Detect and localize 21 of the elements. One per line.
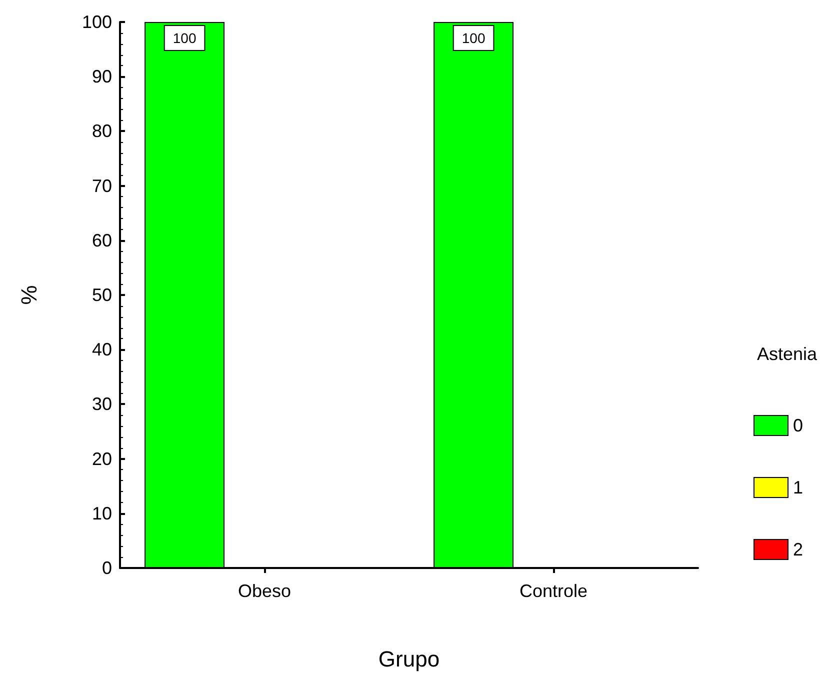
y-tick-label: 60 <box>92 230 112 250</box>
x-tick-label: Obeso <box>238 581 292 601</box>
y-tick-label: 90 <box>92 66 112 87</box>
y-axis-title: % <box>16 285 42 305</box>
y-tick-label: 30 <box>92 394 112 414</box>
y-tick-label: 10 <box>92 503 112 524</box>
data-label: 100 <box>172 30 196 46</box>
x-tick-label: Controle <box>519 581 588 601</box>
y-tick-label: 20 <box>92 448 112 469</box>
legend-label: 2 <box>792 540 804 560</box>
legend-label: 0 <box>792 416 804 436</box>
y-tick-label: 0 <box>102 558 112 578</box>
y-tick-label: 50 <box>92 285 112 305</box>
x-axis-title: Grupo <box>378 646 440 672</box>
y-tick-label: 100 <box>82 12 112 32</box>
legend-title: Astenia <box>756 344 818 364</box>
data-label: 100 <box>462 30 486 46</box>
y-tick-label: 40 <box>92 340 112 360</box>
y-tick-label: 70 <box>92 176 112 196</box>
legend-label: 1 <box>792 478 804 498</box>
y-tick-label: 80 <box>92 121 112 142</box>
